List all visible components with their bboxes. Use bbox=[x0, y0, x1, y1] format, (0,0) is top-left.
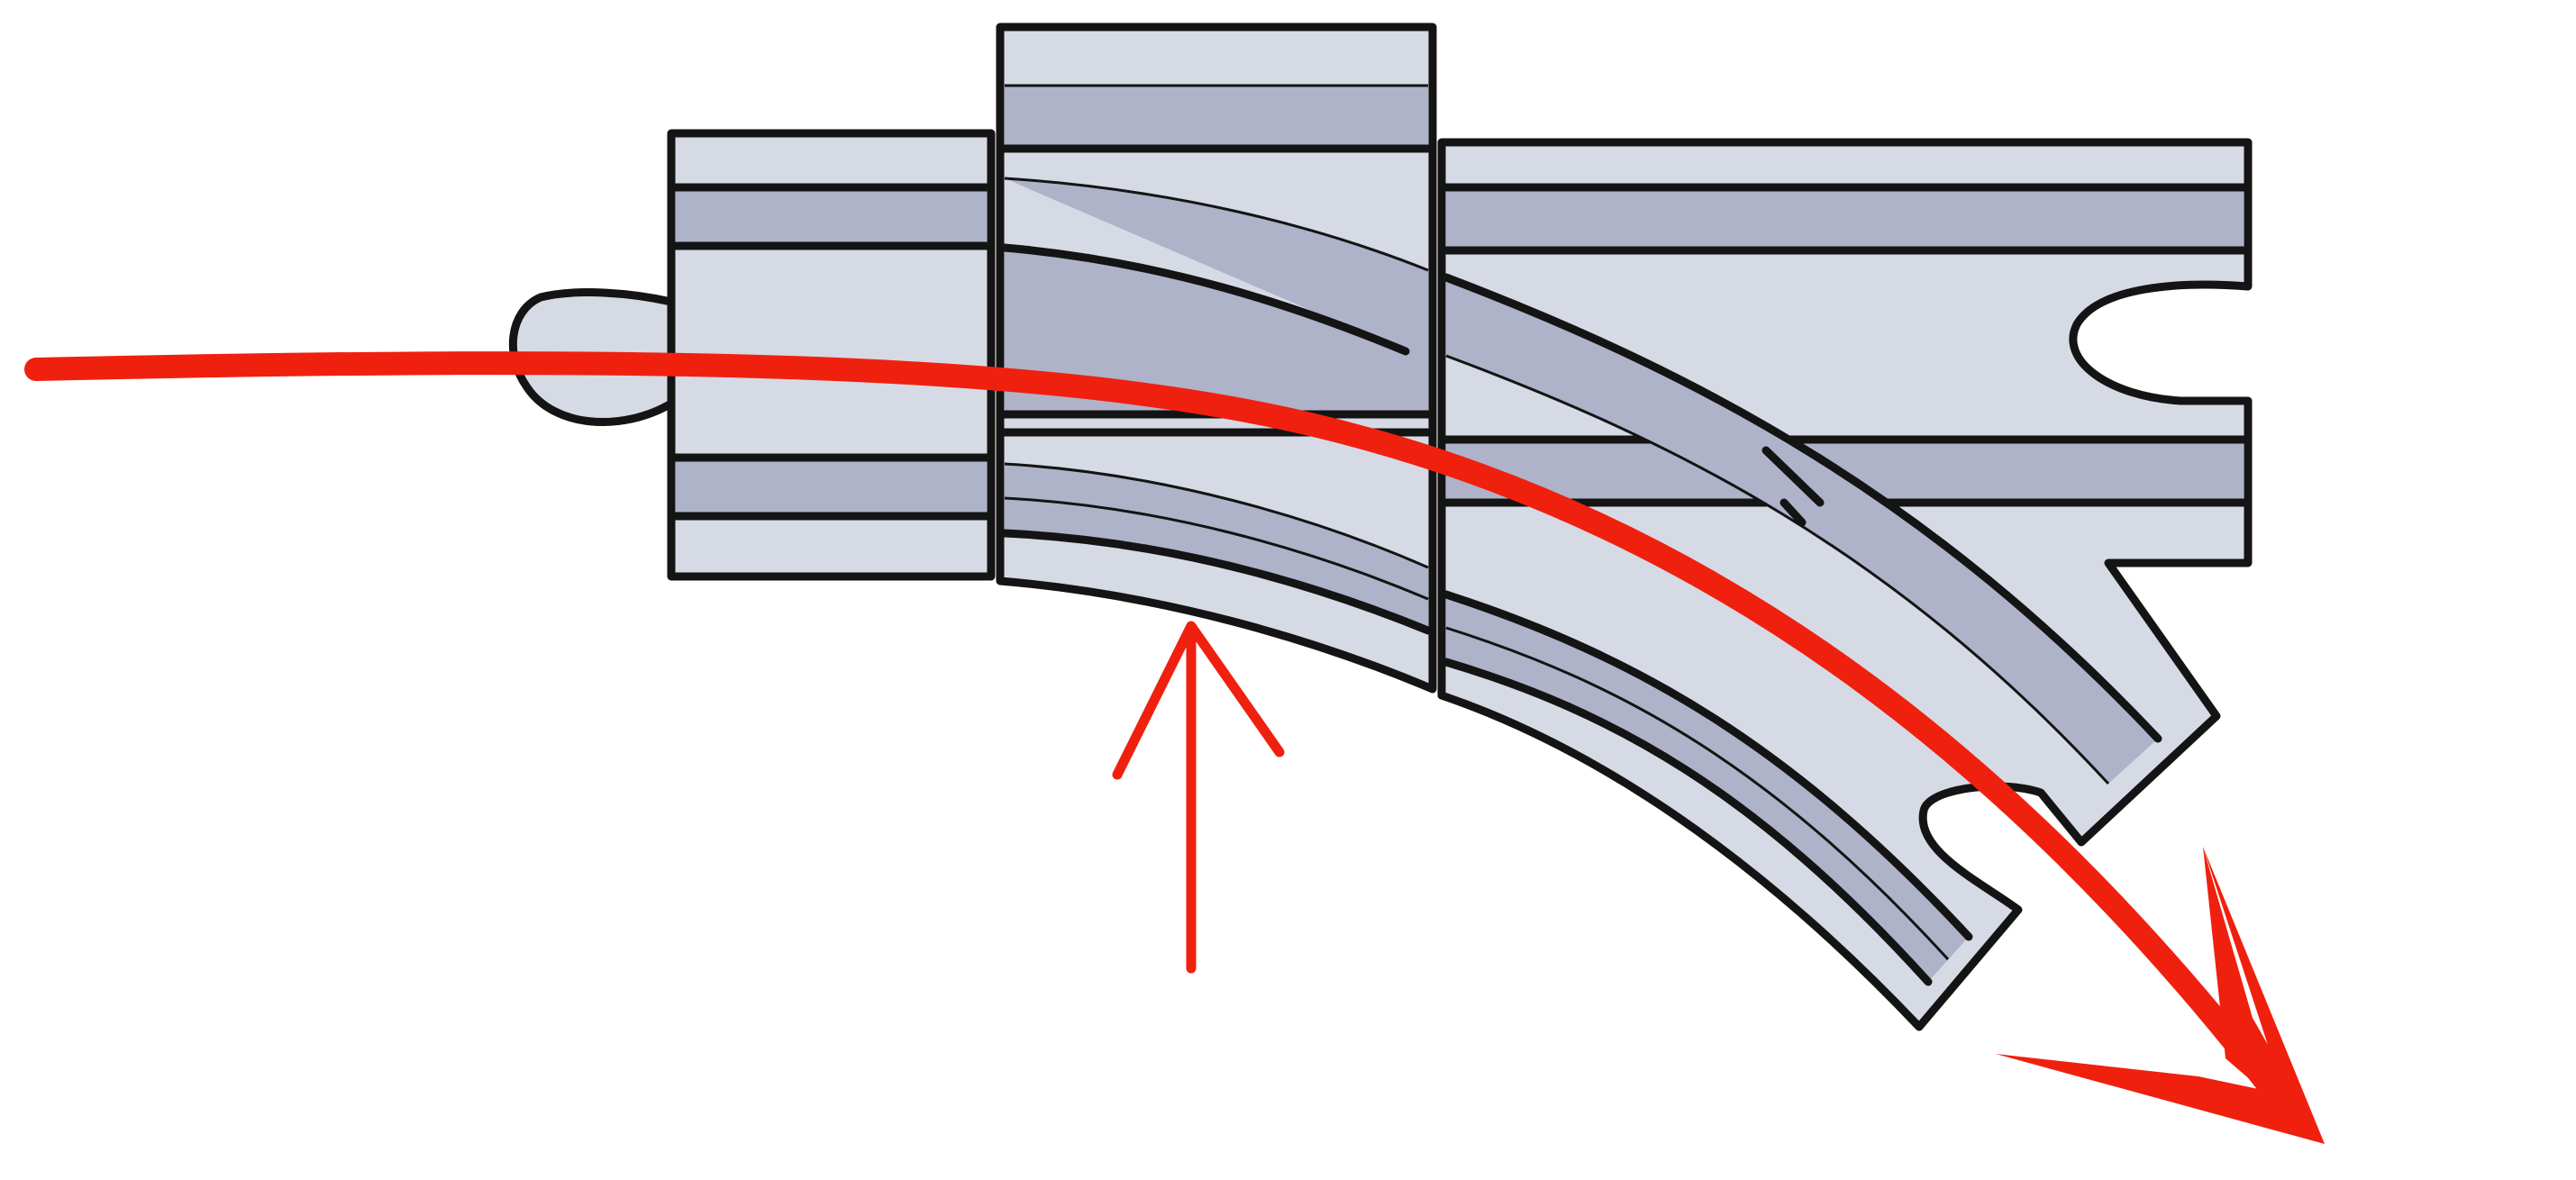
switch-diverging-groove-upper bbox=[1446, 277, 2158, 784]
slider-curved-groove-upper bbox=[1005, 178, 1428, 414]
switch-straight-groove-top bbox=[1446, 187, 2244, 250]
train-direction-arrow-head bbox=[1996, 847, 2325, 1144]
switch-track-piece bbox=[1437, 138, 2253, 1031]
push-direction-arrow bbox=[1112, 621, 1285, 974]
slider-groove-top bbox=[1005, 86, 1428, 149]
straight-groove-bottom bbox=[676, 458, 987, 516]
straight-groove-top bbox=[676, 187, 987, 246]
train-direction-arrow bbox=[24, 351, 2325, 1144]
push-direction-arrow-head bbox=[1112, 621, 1285, 780]
train-direction-arrow-shaft bbox=[24, 351, 2305, 1129]
moving-slider-piece bbox=[996, 23, 1437, 694]
